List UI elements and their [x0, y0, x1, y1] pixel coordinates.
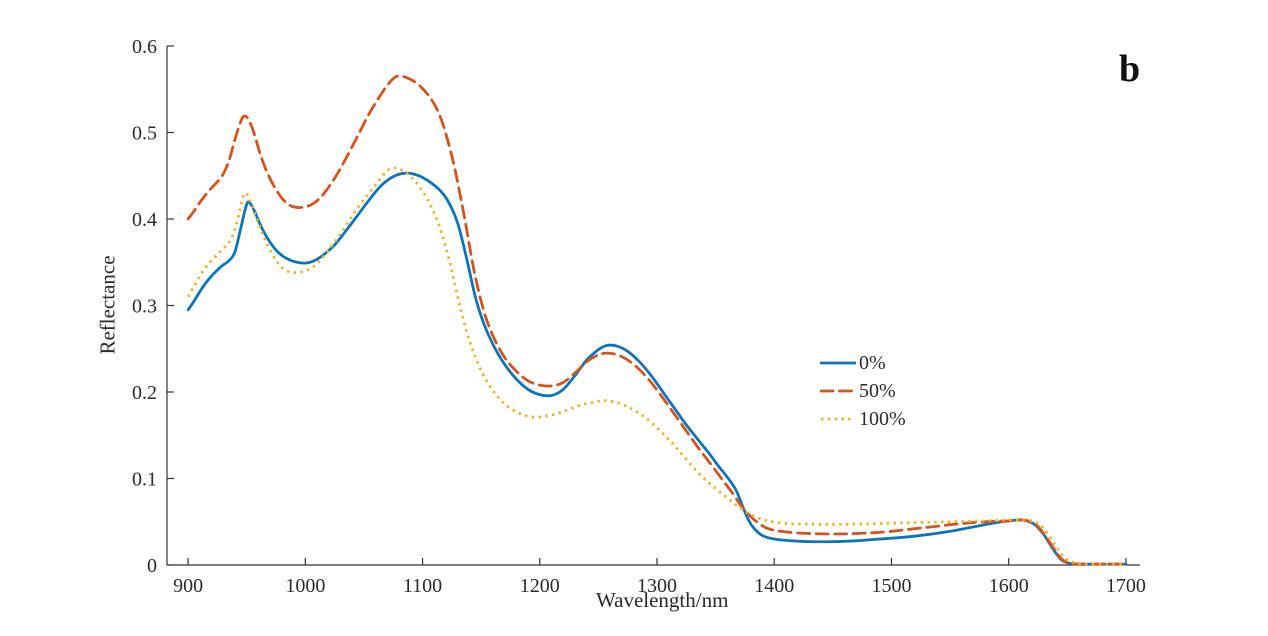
x-tick-label: 1600	[989, 575, 1029, 597]
x-tick-label: 900	[173, 575, 203, 597]
series-line-100%	[186, 166, 1126, 566]
panel-label: b	[1119, 48, 1141, 90]
y-tick-label: 0.1	[132, 469, 157, 491]
y-tick-label: 0.6	[132, 36, 157, 58]
legend-item-0pct: 0%	[820, 349, 906, 377]
legend-label-50pct: 50%	[859, 380, 896, 402]
x-tick-label: 1500	[871, 575, 911, 597]
y-tick-label: 0	[147, 555, 157, 577]
legend-item-50pct: 50%	[820, 377, 906, 405]
x-tick-label: 1700	[1106, 575, 1146, 597]
series-line-0%	[186, 171, 1128, 566]
x-tick-label: 1000	[285, 575, 325, 597]
x-axis-title: Wavelength/nm	[596, 588, 729, 612]
legend-line-sample-100pct	[821, 417, 855, 421]
y-axis-title: Reflectance	[95, 255, 120, 355]
series-group	[186, 74, 1128, 566]
x-tick-label: 1200	[520, 575, 560, 597]
legend-line-sample-50pct	[820, 389, 856, 393]
y-tick-label: 0.2	[132, 382, 157, 404]
x-tick-label: 1100	[403, 575, 442, 597]
y-tick-label: 0.5	[132, 123, 157, 145]
y-tick-label: 0.4	[132, 209, 157, 231]
legend-item-100pct: 100%	[820, 405, 906, 433]
legend-label-100pct: 100%	[859, 408, 906, 430]
x-tick-label: 1400	[754, 575, 794, 597]
legend: 0% 50% 100%	[820, 349, 906, 433]
series-line-50%	[186, 74, 1128, 566]
y-tick-label: 0.3	[132, 296, 157, 318]
legend-label-0pct: 0%	[859, 352, 886, 374]
legend-line-sample-0pct	[820, 361, 856, 365]
axes-group: 900 1000 1100 1200 1300 1400 1500 1600 1700 0 0.1 0…	[132, 36, 1146, 597]
x-tick-label: 1300	[637, 575, 677, 597]
